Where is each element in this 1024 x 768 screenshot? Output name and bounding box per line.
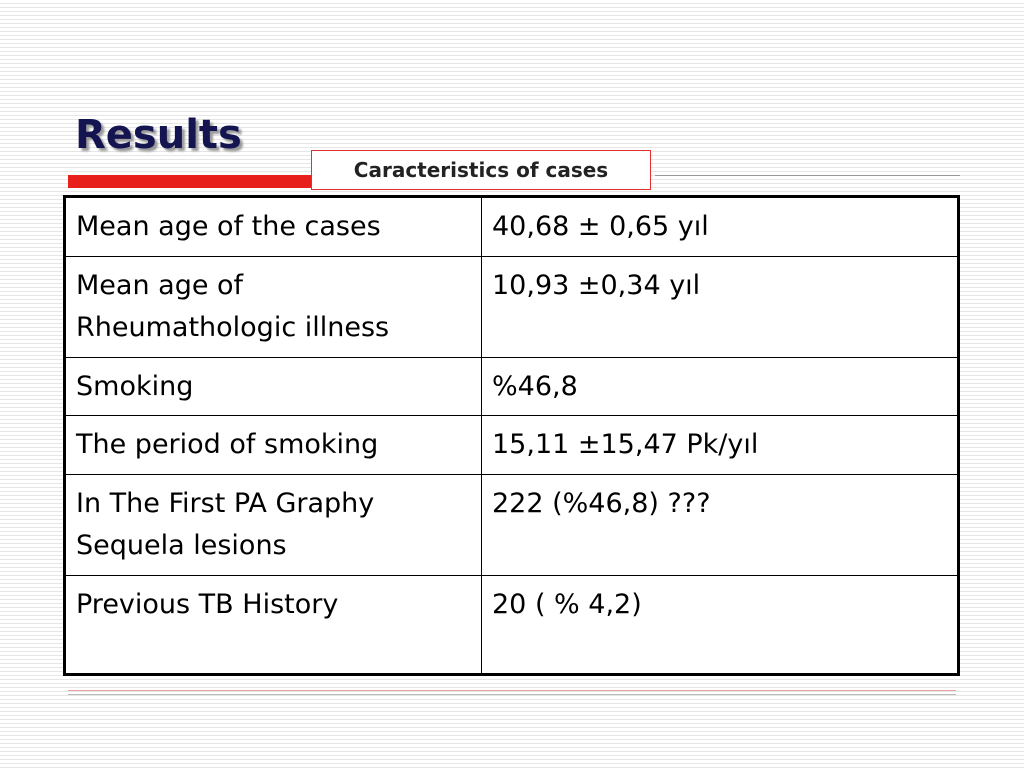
table-row: In The First PA Graphy Sequela lesions 22… — [64, 474, 959, 576]
row-value: 15,11 ±15,47 Pk/yıl — [481, 415, 959, 476]
row-label: Smoking — [64, 356, 482, 417]
table-row: Smoking %46,8 — [64, 356, 959, 417]
row-label: Previous TB History — [64, 574, 482, 675]
row-value: 20 ( % 4,2) — [481, 574, 959, 675]
row-value: 222 (%46,8) ??? — [481, 474, 959, 576]
footer-rule — [68, 690, 956, 691]
row-label: Mean age of the cases — [64, 196, 482, 257]
results-table: Mean age of the cases 40,68 ± 0,65 yıl Mea… — [63, 195, 960, 676]
table-row: The period of smoking 15,11 ±15,47 Pk/yıl — [64, 415, 959, 476]
footer-rule — [68, 694, 956, 695]
table-row: Mean age of the cases 40,68 ± 0,65 yıl — [64, 196, 959, 257]
table-row: Mean age of Rheumathologic illness 10,93 … — [64, 255, 959, 358]
row-label: The period of smoking — [64, 415, 482, 476]
rule — [655, 175, 960, 176]
row-value: 40,68 ± 0,65 yıl — [481, 196, 959, 257]
row-label: In The First PA Graphy Sequela lesions — [64, 474, 482, 576]
accent-bar — [68, 175, 311, 188]
subtitle: Caracteristics of cases — [311, 150, 651, 190]
row-value: %46,8 — [481, 356, 959, 417]
table-row: Previous TB History 20 ( % 4,2) — [64, 574, 959, 675]
row-label: Mean age of Rheumathologic illness — [64, 255, 482, 358]
title: Results — [75, 112, 242, 158]
row-value: 10,93 ±0,34 yıl — [481, 255, 959, 358]
